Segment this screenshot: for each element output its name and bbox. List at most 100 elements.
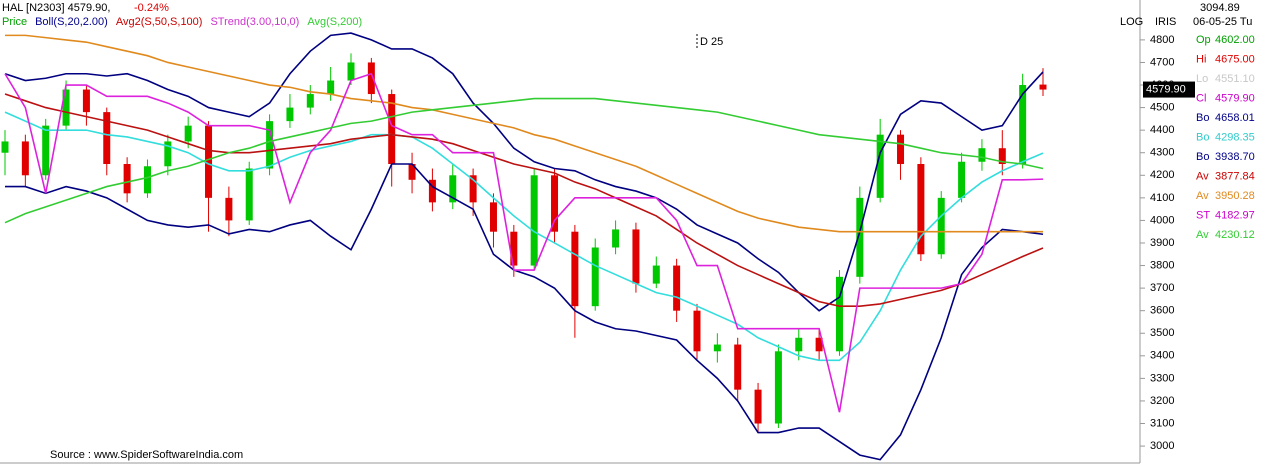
y-tick-label: 4100 [1150,192,1174,204]
candle-body [713,344,721,352]
readout-value: 4579.90 [1215,92,1255,104]
cursor-value: 3094.89 [1200,2,1240,14]
candle-body [897,134,905,165]
candle-body [367,62,375,95]
y-tick-label: 3200 [1150,395,1174,407]
y-tick-label: 3300 [1150,372,1174,384]
y-tick-label: 3600 [1150,305,1174,317]
candle-body [286,107,294,122]
readout-value: 4658.01 [1215,112,1255,124]
candle-body [673,265,681,311]
candle-body [835,276,843,352]
indicator-line [5,34,1044,233]
candle-body [449,175,457,203]
candle-body [795,337,803,352]
candle-body [82,89,90,113]
y-tick-label: 4800 [1150,34,1174,46]
readout-value: 3950.28 [1215,190,1255,202]
candle-body [489,202,497,232]
readout-label: Hi [1196,53,1206,65]
candle-body [1039,84,1047,90]
candle-body [734,344,742,390]
indicator-line [5,163,1044,461]
legend-entry: Avg2(S,50,S,100) [116,16,203,28]
candle-body [103,112,111,165]
candle-body [917,164,925,255]
candle-body [266,121,274,169]
readout-value: 4675.00 [1215,53,1255,65]
y-tick-label: 3000 [1150,440,1174,452]
readout-value: 3877.84 [1215,170,1255,182]
indicator-line [4,111,1044,362]
candle-body [469,175,477,203]
candle-body [327,80,335,95]
readout-value: 4602.00 [1215,34,1255,46]
candle-body [998,148,1006,165]
readout-value: 4230.12 [1215,229,1255,241]
candle-body [876,134,884,198]
candle-body [754,389,762,424]
legend-entry: Price [2,16,27,28]
panel-title: IRIS [1155,16,1176,28]
candle-body [225,197,233,221]
candle-body [42,125,50,176]
candle-body [571,231,579,307]
y-tick-label: 4200 [1150,169,1174,181]
y-tick-label: 4300 [1150,147,1174,159]
scale-mode[interactable]: LOG [1120,16,1143,28]
readout-label: Av [1196,190,1209,202]
y-tick-label: 4400 [1150,124,1174,136]
candle-body [164,141,172,167]
readout-label: Av [1196,229,1209,241]
source: Source : www.SpiderSoftwareIndia.com [50,449,243,461]
candle-body [245,168,253,221]
candle-body [591,247,599,307]
candle-body [856,197,864,277]
y-tick-label: 4500 [1150,101,1174,113]
candle-body [428,179,436,203]
y-tick-label: 3700 [1150,282,1174,294]
header-change: -0.24% [134,2,169,14]
candle-body [1019,85,1027,165]
readout-value: 4551.10 [1215,73,1255,85]
candle-body [143,166,151,194]
readout-label: Bo [1196,112,1209,124]
y-tick-label: 3100 [1150,417,1174,429]
readout-value: 3938.70 [1215,151,1255,163]
readout-label: Lo [1196,73,1208,85]
y-tick-label: 4700 [1150,56,1174,68]
header-symbol: HAL [N2303] 4579.90, [2,2,110,14]
y-tick-label: 4000 [1150,214,1174,226]
candle-body [347,62,355,81]
candle-body [510,231,518,266]
readout-label: Cl [1196,92,1206,104]
candle-body [815,337,823,352]
readout-label: Bo [1196,131,1209,143]
readout-label: Bo [1196,151,1209,163]
y-tick-label: 3400 [1150,350,1174,362]
y-tick-label: 3800 [1150,259,1174,271]
readout-label: Av [1196,170,1209,182]
y-tick-label: 3500 [1150,327,1174,339]
candle-body [693,310,701,352]
candle-body [774,351,782,424]
candle-body [1,141,9,153]
candle-body [530,175,538,266]
legend-entry: STrend(3.00,10,0) [210,16,299,28]
y-tick-label: 3900 [1150,237,1174,249]
candle-body [123,164,131,194]
legend-entry: Avg(S,200) [307,16,362,28]
candle-body [937,197,945,255]
readout-value: 4298.35 [1215,131,1255,143]
candle-body [306,94,314,108]
candle-body [388,94,396,165]
candle-body [21,141,29,176]
candle-body [551,175,559,232]
candle-body [184,125,192,142]
indicator-line [4,93,1044,307]
candle-body [205,125,213,198]
legend-entry: Boll(S,20,2.00) [35,16,108,28]
candle-body [978,148,986,162]
last-price-label: 4579.90 [1146,83,1186,95]
